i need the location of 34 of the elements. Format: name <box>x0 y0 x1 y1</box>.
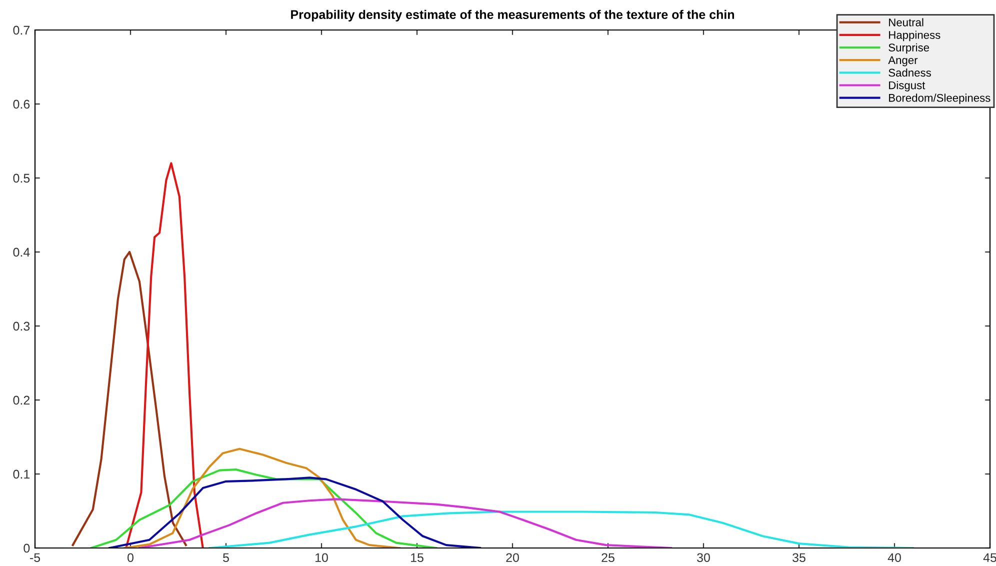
x-tick-label: 30 <box>697 553 710 562</box>
legend-label: Happiness <box>889 30 940 42</box>
x-tick-label: 15 <box>411 553 424 562</box>
x-tick-label: 25 <box>602 553 614 562</box>
x-tick-label: 45 <box>983 553 996 562</box>
y-tick-label: 0.7 <box>13 26 30 35</box>
y-tick-label: 0.1 <box>13 470 30 479</box>
legend-label: Neutral <box>889 18 924 26</box>
line-series <box>138 498 672 548</box>
legend-label: Boredom/Sleepiness <box>889 94 990 104</box>
legend-label: Disgust <box>889 81 926 92</box>
x-tick-label: 35 <box>792 553 806 562</box>
legend-label: Surprise <box>888 43 930 54</box>
legend-label: Anger <box>888 56 918 66</box>
line-series <box>125 162 204 548</box>
y-tick-label: 0.3 <box>13 322 30 331</box>
x-tick-label: -5 <box>30 553 40 562</box>
line-series <box>124 448 400 548</box>
y-tick-label: 0.5 <box>13 174 30 183</box>
x-tick-label: 10 <box>316 553 328 562</box>
y-tick-label: 0.4 <box>13 248 30 257</box>
x-tick-label: 0 <box>128 553 134 562</box>
y-tick-label: 0.2 <box>13 396 30 405</box>
chart-title: Propability density estimate of the measurements of the texture of the chin <box>291 10 734 22</box>
line-series <box>72 250 187 546</box>
x-tick-label: 5 <box>223 553 229 562</box>
line-series <box>108 476 482 548</box>
x-tick-label: 40 <box>888 553 901 562</box>
legend-label: Sadness <box>888 68 931 77</box>
y-tick-label: 0 <box>24 544 30 553</box>
x-tick-label: 20 <box>506 553 519 562</box>
line-series <box>90 468 438 548</box>
y-tick-label: 0.6 <box>13 100 30 109</box>
line-series <box>208 510 914 548</box>
